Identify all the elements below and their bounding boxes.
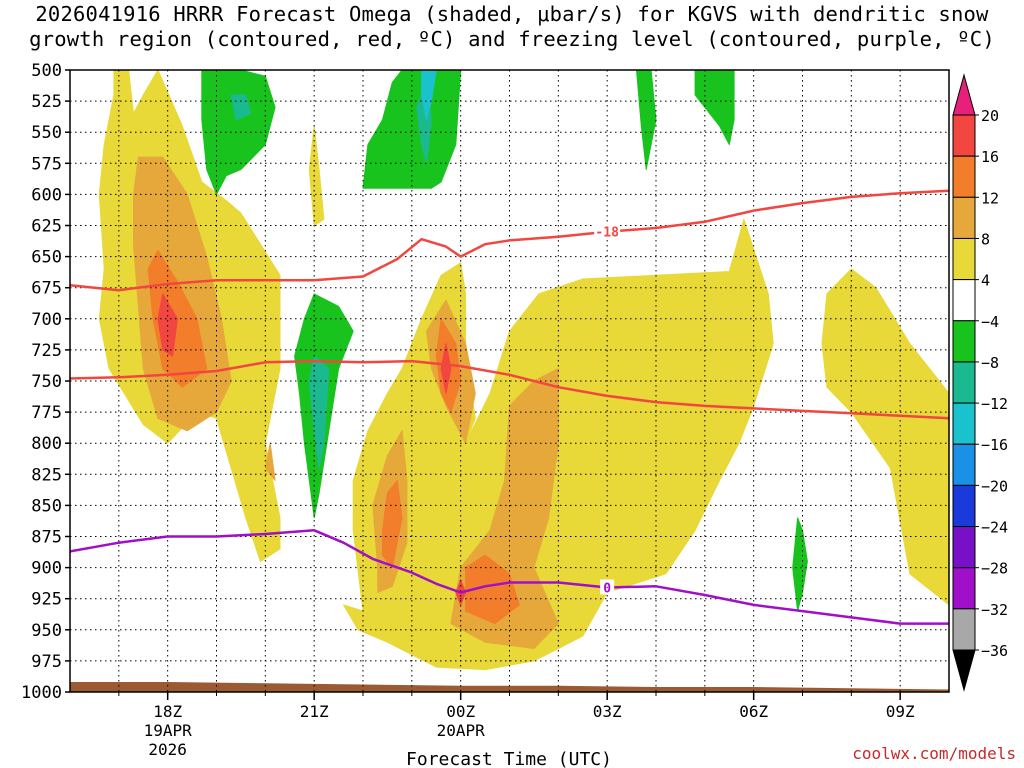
x-tick-label-06Z: 06Z bbox=[739, 702, 768, 721]
colorbar-label-3: 8 bbox=[981, 230, 990, 248]
y-tick-label-725: 725 bbox=[31, 341, 62, 361]
omega-region-green-3 bbox=[636, 70, 657, 170]
x-tick-label-09Z: 09Z bbox=[886, 702, 915, 721]
grid-lines bbox=[70, 70, 949, 692]
x-date-label-20APR: 20APR bbox=[437, 721, 486, 740]
omega-region-yellow-4 bbox=[821, 268, 949, 606]
y-tick-label-550: 550 bbox=[31, 123, 62, 143]
omega-region-red-1 bbox=[440, 343, 452, 394]
colorbar-segment-4 bbox=[952, 279, 976, 322]
y-tick-label-825: 825 bbox=[31, 465, 62, 485]
colorbar-label-2: 12 bbox=[981, 189, 999, 207]
colorbar-segment-7 bbox=[952, 402, 976, 445]
y-tick-label-850: 850 bbox=[31, 496, 62, 516]
colorbar-segment-2 bbox=[952, 196, 976, 239]
dgz-bottom-contour bbox=[70, 359, 949, 420]
omega-region-green-0 bbox=[201, 70, 276, 195]
colorbar-label-0: 20 bbox=[981, 107, 999, 125]
colorbar-label-8: −16 bbox=[981, 436, 1008, 454]
terrain-ground bbox=[70, 682, 949, 692]
y-tick-label-800: 800 bbox=[31, 434, 62, 454]
x-year-label: 2026 bbox=[148, 740, 187, 759]
colorbar-label-5: −4 bbox=[981, 313, 999, 331]
y-tick-label-625: 625 bbox=[31, 217, 62, 237]
colorbar-label-9: −20 bbox=[981, 477, 1008, 495]
omega-region-green-5 bbox=[792, 517, 808, 612]
omega-region-orange-3 bbox=[465, 554, 520, 625]
y-tick-label-675: 675 bbox=[31, 279, 62, 299]
omega-region-orange-1 bbox=[382, 480, 403, 569]
omega-region-green-4 bbox=[694, 70, 735, 146]
x-tick-label-21Z: 21Z bbox=[300, 702, 329, 721]
x-tick-label-00Z: 00Z bbox=[446, 702, 475, 721]
colorbar-label-4: 4 bbox=[981, 272, 990, 290]
colorbar-label-7: −12 bbox=[981, 395, 1008, 413]
colorbar-segment-10 bbox=[952, 526, 976, 569]
y-tick-label-600: 600 bbox=[31, 185, 62, 205]
pressure-axis: 500 525 550 575 600 625 650 675 700 725 750 775 800 8… bbox=[21, 61, 70, 703]
y-tick-label-900: 900 bbox=[31, 559, 62, 579]
freezing-level-contour bbox=[70, 529, 949, 625]
colorbar-segment-9 bbox=[952, 484, 976, 528]
colorbar-segment-5 bbox=[952, 320, 976, 363]
colorbar-label-13: −36 bbox=[981, 642, 1008, 660]
omega-region-yellow-3 bbox=[308, 125, 325, 226]
colorbar-segment-0 bbox=[952, 114, 976, 157]
colorbar-segment-6 bbox=[952, 361, 976, 404]
y-tick-label-1000: 1000 bbox=[21, 683, 62, 703]
omega-region-yellow-2 bbox=[430, 442, 486, 569]
y-tick-label-500: 500 bbox=[31, 61, 62, 81]
dgz-label-bg bbox=[594, 223, 621, 239]
x-date-label-19APR: 19APR bbox=[144, 721, 193, 740]
dgz-top-contour bbox=[70, 189, 949, 292]
colorbar-top-arrow bbox=[952, 73, 976, 116]
colorbar-segment-8 bbox=[952, 443, 976, 486]
x-tick-label-18Z: 18Z bbox=[153, 702, 182, 721]
y-tick-label-975: 975 bbox=[31, 652, 62, 672]
y-tick-label-650: 650 bbox=[31, 248, 62, 268]
dgz-contour-label: -18 bbox=[595, 226, 619, 241]
credit-text: coolwx.com/models bbox=[852, 744, 1016, 763]
colorbar-label-12: −32 bbox=[981, 601, 1008, 619]
colorbar-label-1: 16 bbox=[981, 148, 999, 166]
omega-region-cyan-0 bbox=[421, 70, 437, 121]
y-tick-label-875: 875 bbox=[31, 528, 62, 548]
colorbar-segment-11 bbox=[952, 567, 976, 610]
y-tick-label-575: 575 bbox=[31, 154, 62, 174]
title-line-1: 2026041916 HRRR Forecast Omega (shaded, … bbox=[35, 2, 989, 26]
chart-title: 2026041916 HRRR Forecast Omega (shaded, … bbox=[0, 2, 1024, 52]
y-tick-label-525: 525 bbox=[31, 92, 62, 112]
colorbar-bottom-arrow bbox=[952, 649, 976, 692]
contour-lines bbox=[70, 189, 949, 625]
y-tick-label-700: 700 bbox=[31, 310, 62, 330]
y-tick-label-925: 925 bbox=[31, 590, 62, 610]
colorbar-segment-3 bbox=[952, 237, 976, 281]
y-tick-label-950: 950 bbox=[31, 621, 62, 641]
freezing-contour-label: 0 bbox=[603, 582, 611, 597]
colorbar-segment-12 bbox=[952, 608, 976, 651]
x-tick-label-03Z: 03Z bbox=[593, 702, 622, 721]
y-tick-label-775: 775 bbox=[31, 403, 62, 423]
colorbar: 20 16 12 8 4 −4 −8 −12 −16 −20 −24 −28 −32 −36 bbox=[952, 73, 1008, 692]
x-axis-label: Forecast Time (UTC) bbox=[406, 749, 612, 768]
freezing-label-bg bbox=[600, 579, 615, 595]
colorbar-label-10: −24 bbox=[981, 519, 1008, 537]
y-tick-label-750: 750 bbox=[31, 372, 62, 392]
omega-region-teal-1 bbox=[308, 355, 330, 469]
title-line-2: growth region (contoured, red, ºC) and f… bbox=[29, 27, 995, 51]
colorbar-segment-1 bbox=[952, 155, 976, 198]
colorbar-label-6: −8 bbox=[981, 354, 999, 372]
colorbar-label-11: −28 bbox=[981, 560, 1008, 578]
